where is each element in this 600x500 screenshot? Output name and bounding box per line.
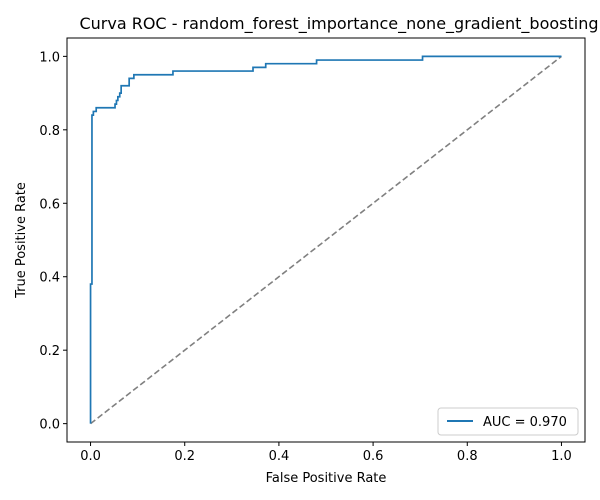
y-tick-label: 0.2 (39, 344, 60, 359)
legend-box (437, 407, 579, 436)
x-axis: 0.0 0.2 0.4 0.6 0.8 1.0 (80, 442, 572, 464)
y-tick-label: 1.0 (39, 50, 60, 65)
legend-entry: AUC = 0.970 (483, 415, 567, 430)
plot-area (89, 55, 562, 425)
y-tick-label: 0.8 (39, 124, 60, 139)
y-axis: 0.0 0.2 0.4 0.6 0.8 1.0 (39, 50, 67, 433)
x-tick-label: 0.0 (80, 449, 101, 464)
chance-diagonal-line (90, 55, 562, 425)
axes-frame (66, 37, 586, 443)
x-tick-label: 1.0 (551, 449, 572, 464)
y-tick-label: 0.6 (39, 197, 60, 212)
x-axis-label: False Positive Rate (266, 471, 387, 486)
chart-title: Curva ROC - random_forest_importance_non… (79, 14, 598, 34)
x-tick-label: 0.6 (363, 449, 384, 464)
y-axis-label: True Positive Rate (14, 182, 29, 299)
y-tick-label: 0.0 (39, 418, 60, 433)
roc-curve-line (89, 55, 562, 424)
x-tick-label: 0.4 (269, 449, 290, 464)
x-tick-label: 0.8 (457, 449, 478, 464)
legend: AUC = 0.970 (437, 407, 579, 436)
y-tick-label: 0.4 (39, 271, 60, 286)
x-tick-label: 0.2 (174, 449, 195, 464)
